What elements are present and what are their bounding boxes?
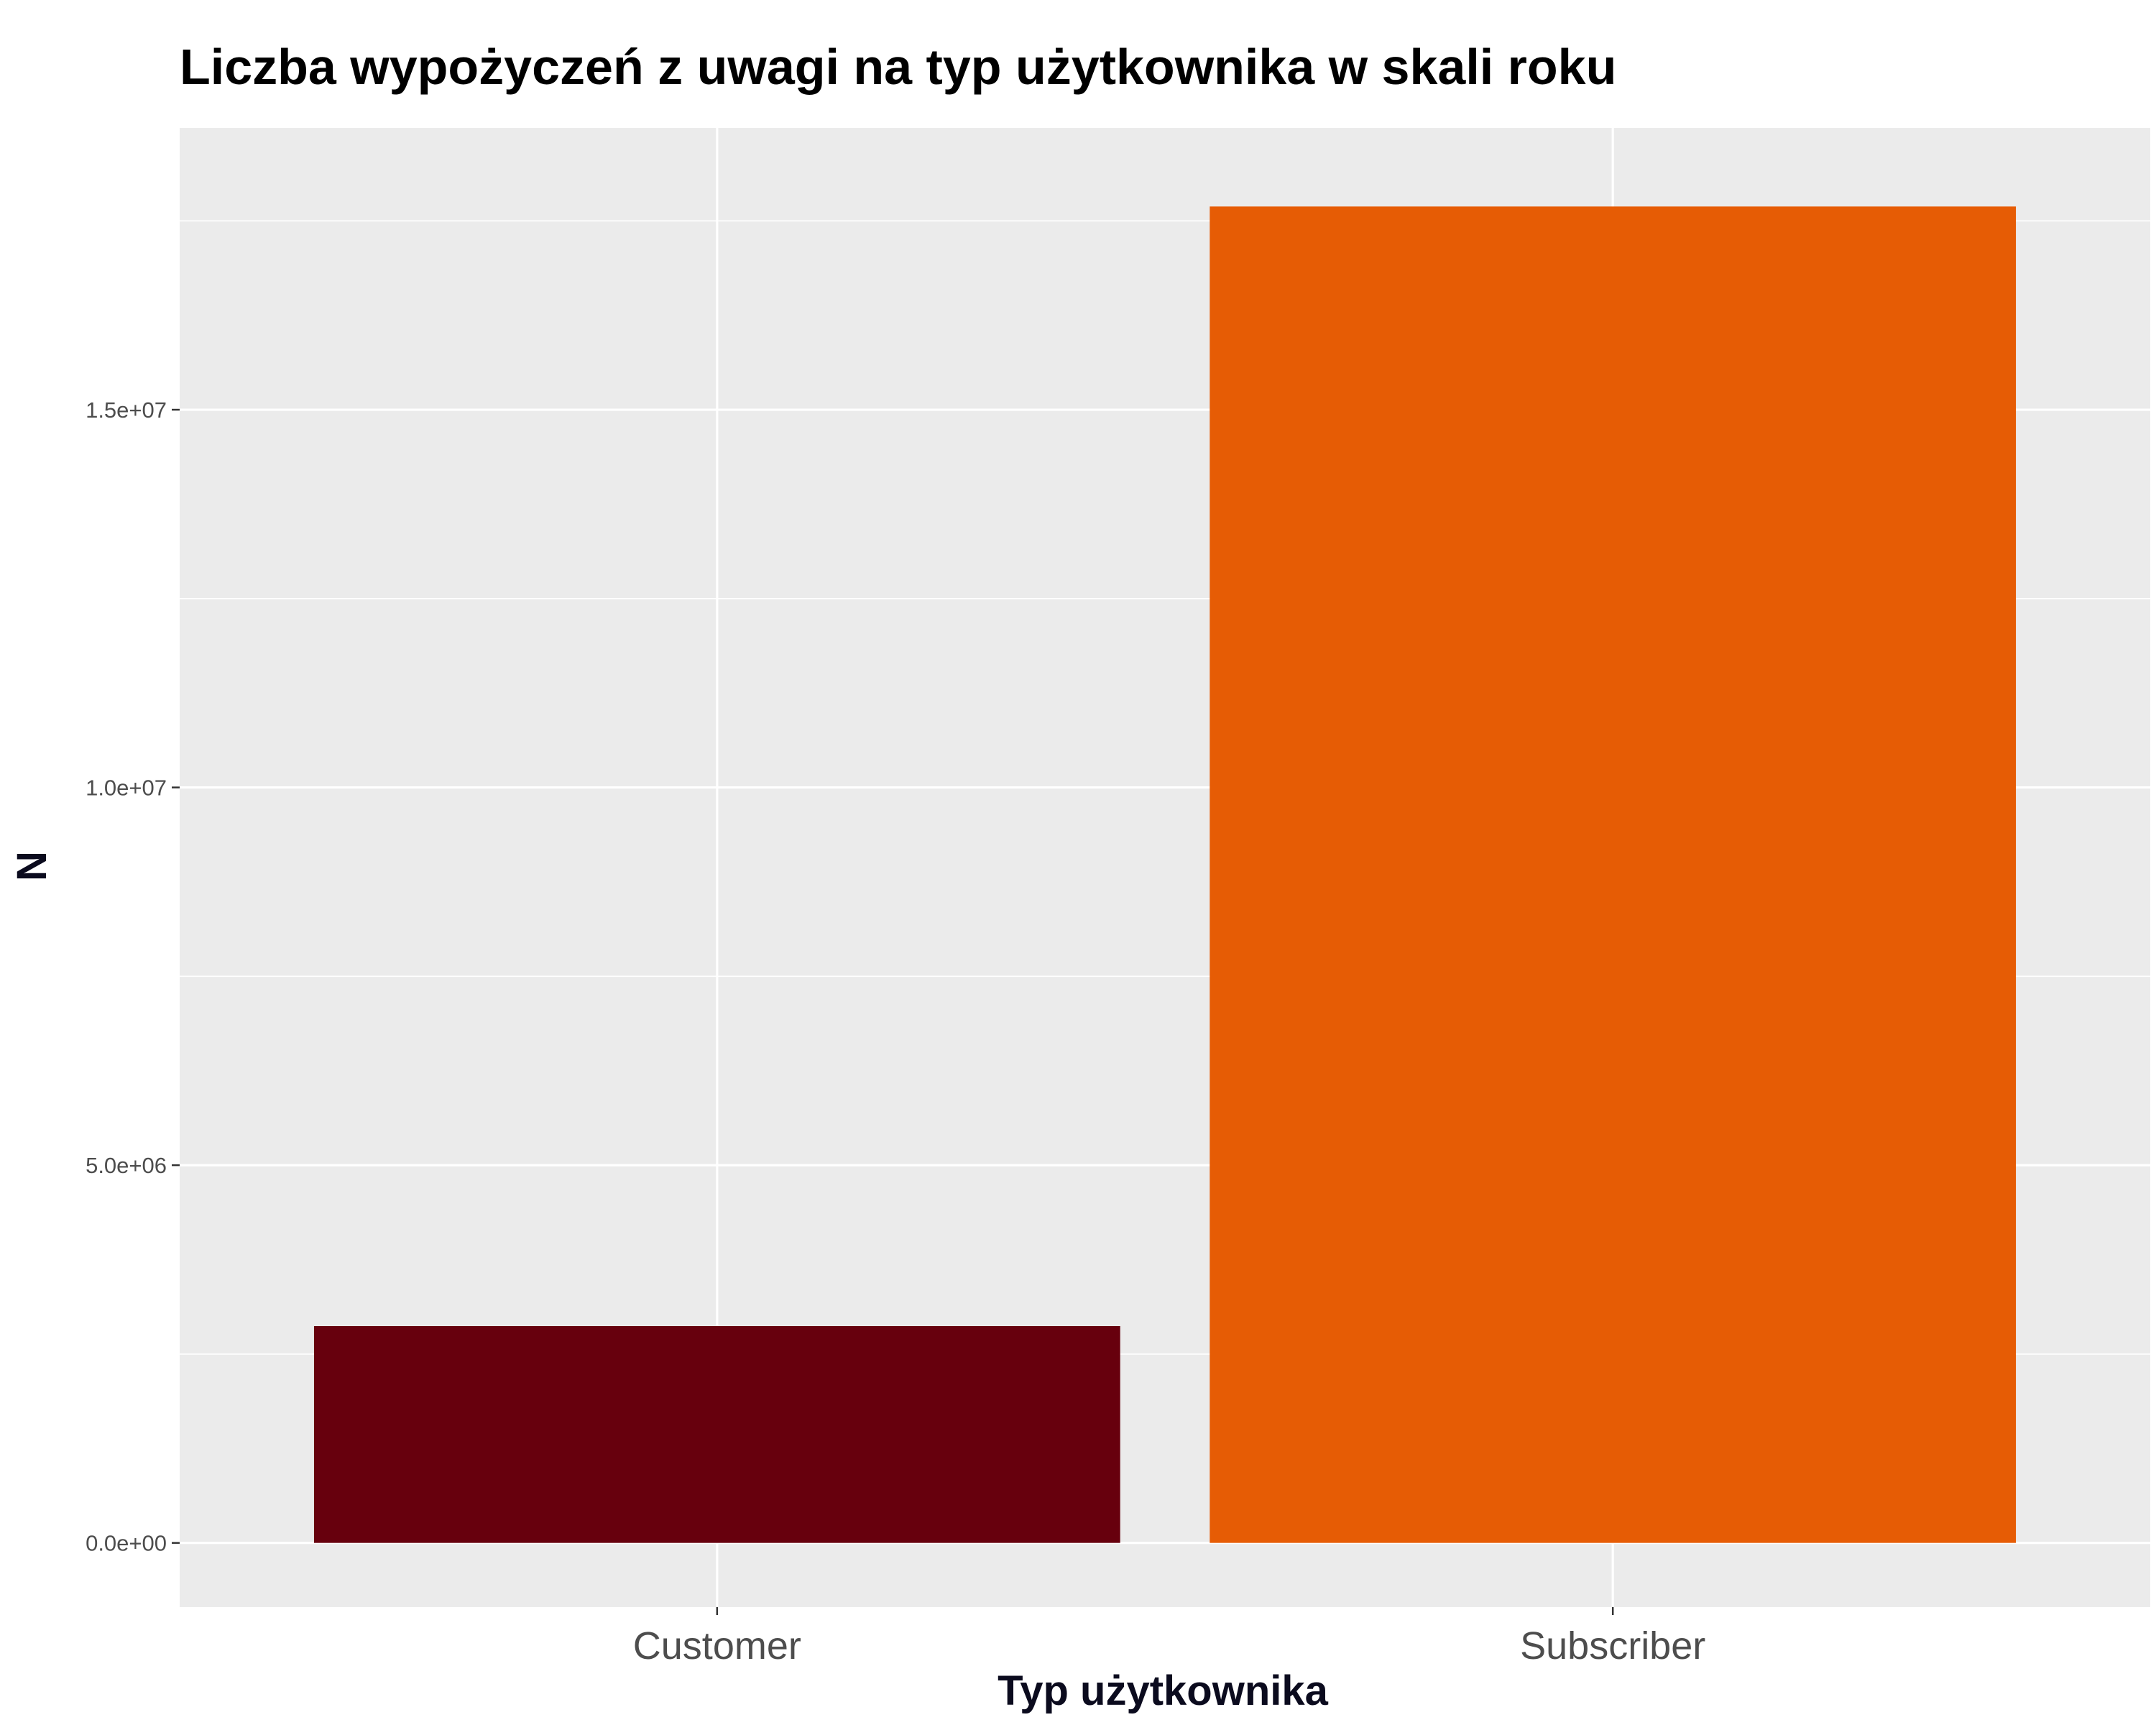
y-tick-label: 0.0e+00 [86, 1531, 167, 1556]
bar-customer [313, 1326, 1120, 1543]
y-axis: 0.0e+00 5.0e+06 1.0e+07 1.5e+07 [86, 397, 180, 1556]
bar-subscriber [1210, 206, 2017, 1543]
x-axis: Customer Subscriber [633, 1607, 1705, 1668]
x-axis-title: Typ użytkownika [998, 1668, 1329, 1714]
y-tick-label: 1.0e+07 [86, 776, 167, 801]
x-tick-label-customer: Customer [633, 1624, 801, 1668]
x-tick-label-subscriber: Subscriber [1520, 1624, 1705, 1668]
bars [313, 206, 2017, 1543]
y-tick-label: 1.5e+07 [86, 397, 167, 423]
y-tick-label: 5.0e+06 [86, 1153, 167, 1178]
y-axis-title: N [9, 851, 55, 881]
chart-title: Liczba wypożyczeń z uwagi na typ użytkow… [180, 39, 1616, 95]
